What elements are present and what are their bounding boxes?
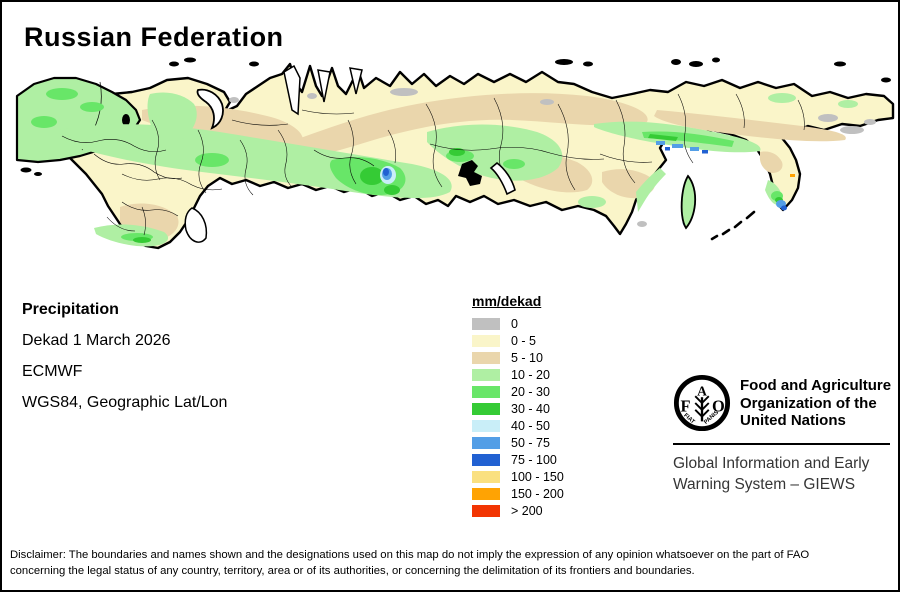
sakhalin-island [680,174,697,230]
disclaimer-line1: Disclaimer: The boundaries and names sho… [10,549,810,561]
info-source: ECMWF [22,363,83,380]
legend-swatch [472,368,500,381]
map-info-block: Precipitation Dekad 1 March 2026 ECMWF W… [22,301,227,425]
legend-item: 30 - 40 [472,400,564,417]
legend-swatch [472,453,500,466]
fao-branding: F A O FIAT PANIS Food and Agriculture Or… [673,374,893,495]
legend-label: 150 - 200 [511,486,564,501]
legend-label: 5 - 10 [511,350,543,365]
fao-logo-icon: F A O FIAT PANIS [673,374,731,432]
fao-name: Food and Agriculture Organization of the… [740,374,891,430]
lake-onega [122,114,130,126]
fao-letter-o: O [712,397,725,416]
dark-green-precip [133,134,783,243]
wheat-ear-icon [694,395,710,422]
lake-baikal [489,161,516,196]
legend-label: 75 - 100 [511,452,557,467]
sea-inlets [184,64,363,243]
legend-swatch [472,402,500,415]
legend-title: mm/dekad [472,293,542,309]
legend-item: 5 - 10 [472,349,564,366]
giews-line1: Global Information and Early [673,455,870,472]
fao-letter-f: F [681,397,691,416]
info-projection: WGS84, Geographic Lat/Lon [22,394,228,411]
disclaimer-line2: concerning the legal status of any count… [10,564,695,577]
map-legend: mm/dekad 0 0 - 5 5 - 10 10 - 20 20 - 30 30 - … [472,293,564,519]
legend-items: 0 0 - 5 5 - 10 10 - 20 20 - 30 30 - 40 40 - 50… [472,315,564,519]
legend-label: 30 - 40 [511,401,550,416]
blue-precip-spots [380,141,795,226]
arctic-islands [20,57,891,176]
legend-item: 150 - 200 [472,485,564,502]
legend-item: > 200 [472,502,564,519]
legend-item: 50 - 75 [472,434,564,451]
giews-caption: Global Information and Early Warning Sys… [673,454,893,495]
legend-swatch [472,470,500,483]
gray-precip-patches [229,88,876,227]
fao-divider [673,443,890,445]
legend-item: 10 - 20 [472,366,564,383]
legend-swatch [472,351,500,364]
legend-swatch [472,487,500,500]
legend-label: 0 [511,316,518,331]
legend-swatch [472,436,500,449]
legend-swatch [472,419,500,432]
info-dekad: Dekad 1 March 2026 [22,332,171,349]
precip-patch [80,102,104,112]
disclaimer: Disclaimer: The boundaries and names sho… [10,548,894,579]
kuril-islands [710,210,756,241]
legend-label: 40 - 50 [511,418,550,433]
legend-item: 0 [472,315,564,332]
legend-item: 75 - 100 [472,451,564,468]
fao-name-line1: Food and Agriculture [740,377,892,394]
legend-label: 50 - 75 [511,435,550,450]
legend-item: 20 - 30 [472,383,564,400]
giews-line2: Warning System – GIEWS [673,475,856,493]
legend-swatch [472,504,500,517]
legend-item: 40 - 50 [472,417,564,434]
precip-patch [31,116,57,128]
legend-label: 10 - 20 [511,367,550,382]
legend-label: > 200 [511,503,543,518]
legend-label: 100 - 150 [511,469,564,484]
legend-swatch [472,334,500,347]
info-heading: Precipitation [22,301,119,318]
admin-boundaries [61,93,805,236]
precip-patch [46,88,78,100]
legend-swatch [472,317,500,330]
legend-label: 20 - 30 [511,384,550,399]
legend-swatch [472,385,500,398]
fao-name-line2: Organization of the [740,394,877,412]
legend-item: 100 - 150 [472,468,564,485]
legend-label: 0 - 5 [511,333,537,348]
legend-item: 0 - 5 [472,332,564,349]
fao-letter-a: A [697,383,707,398]
sayan-black-area [458,160,482,186]
fao-name-line3: United Nations [740,412,846,429]
page-title: Russian Federation [24,22,284,52]
